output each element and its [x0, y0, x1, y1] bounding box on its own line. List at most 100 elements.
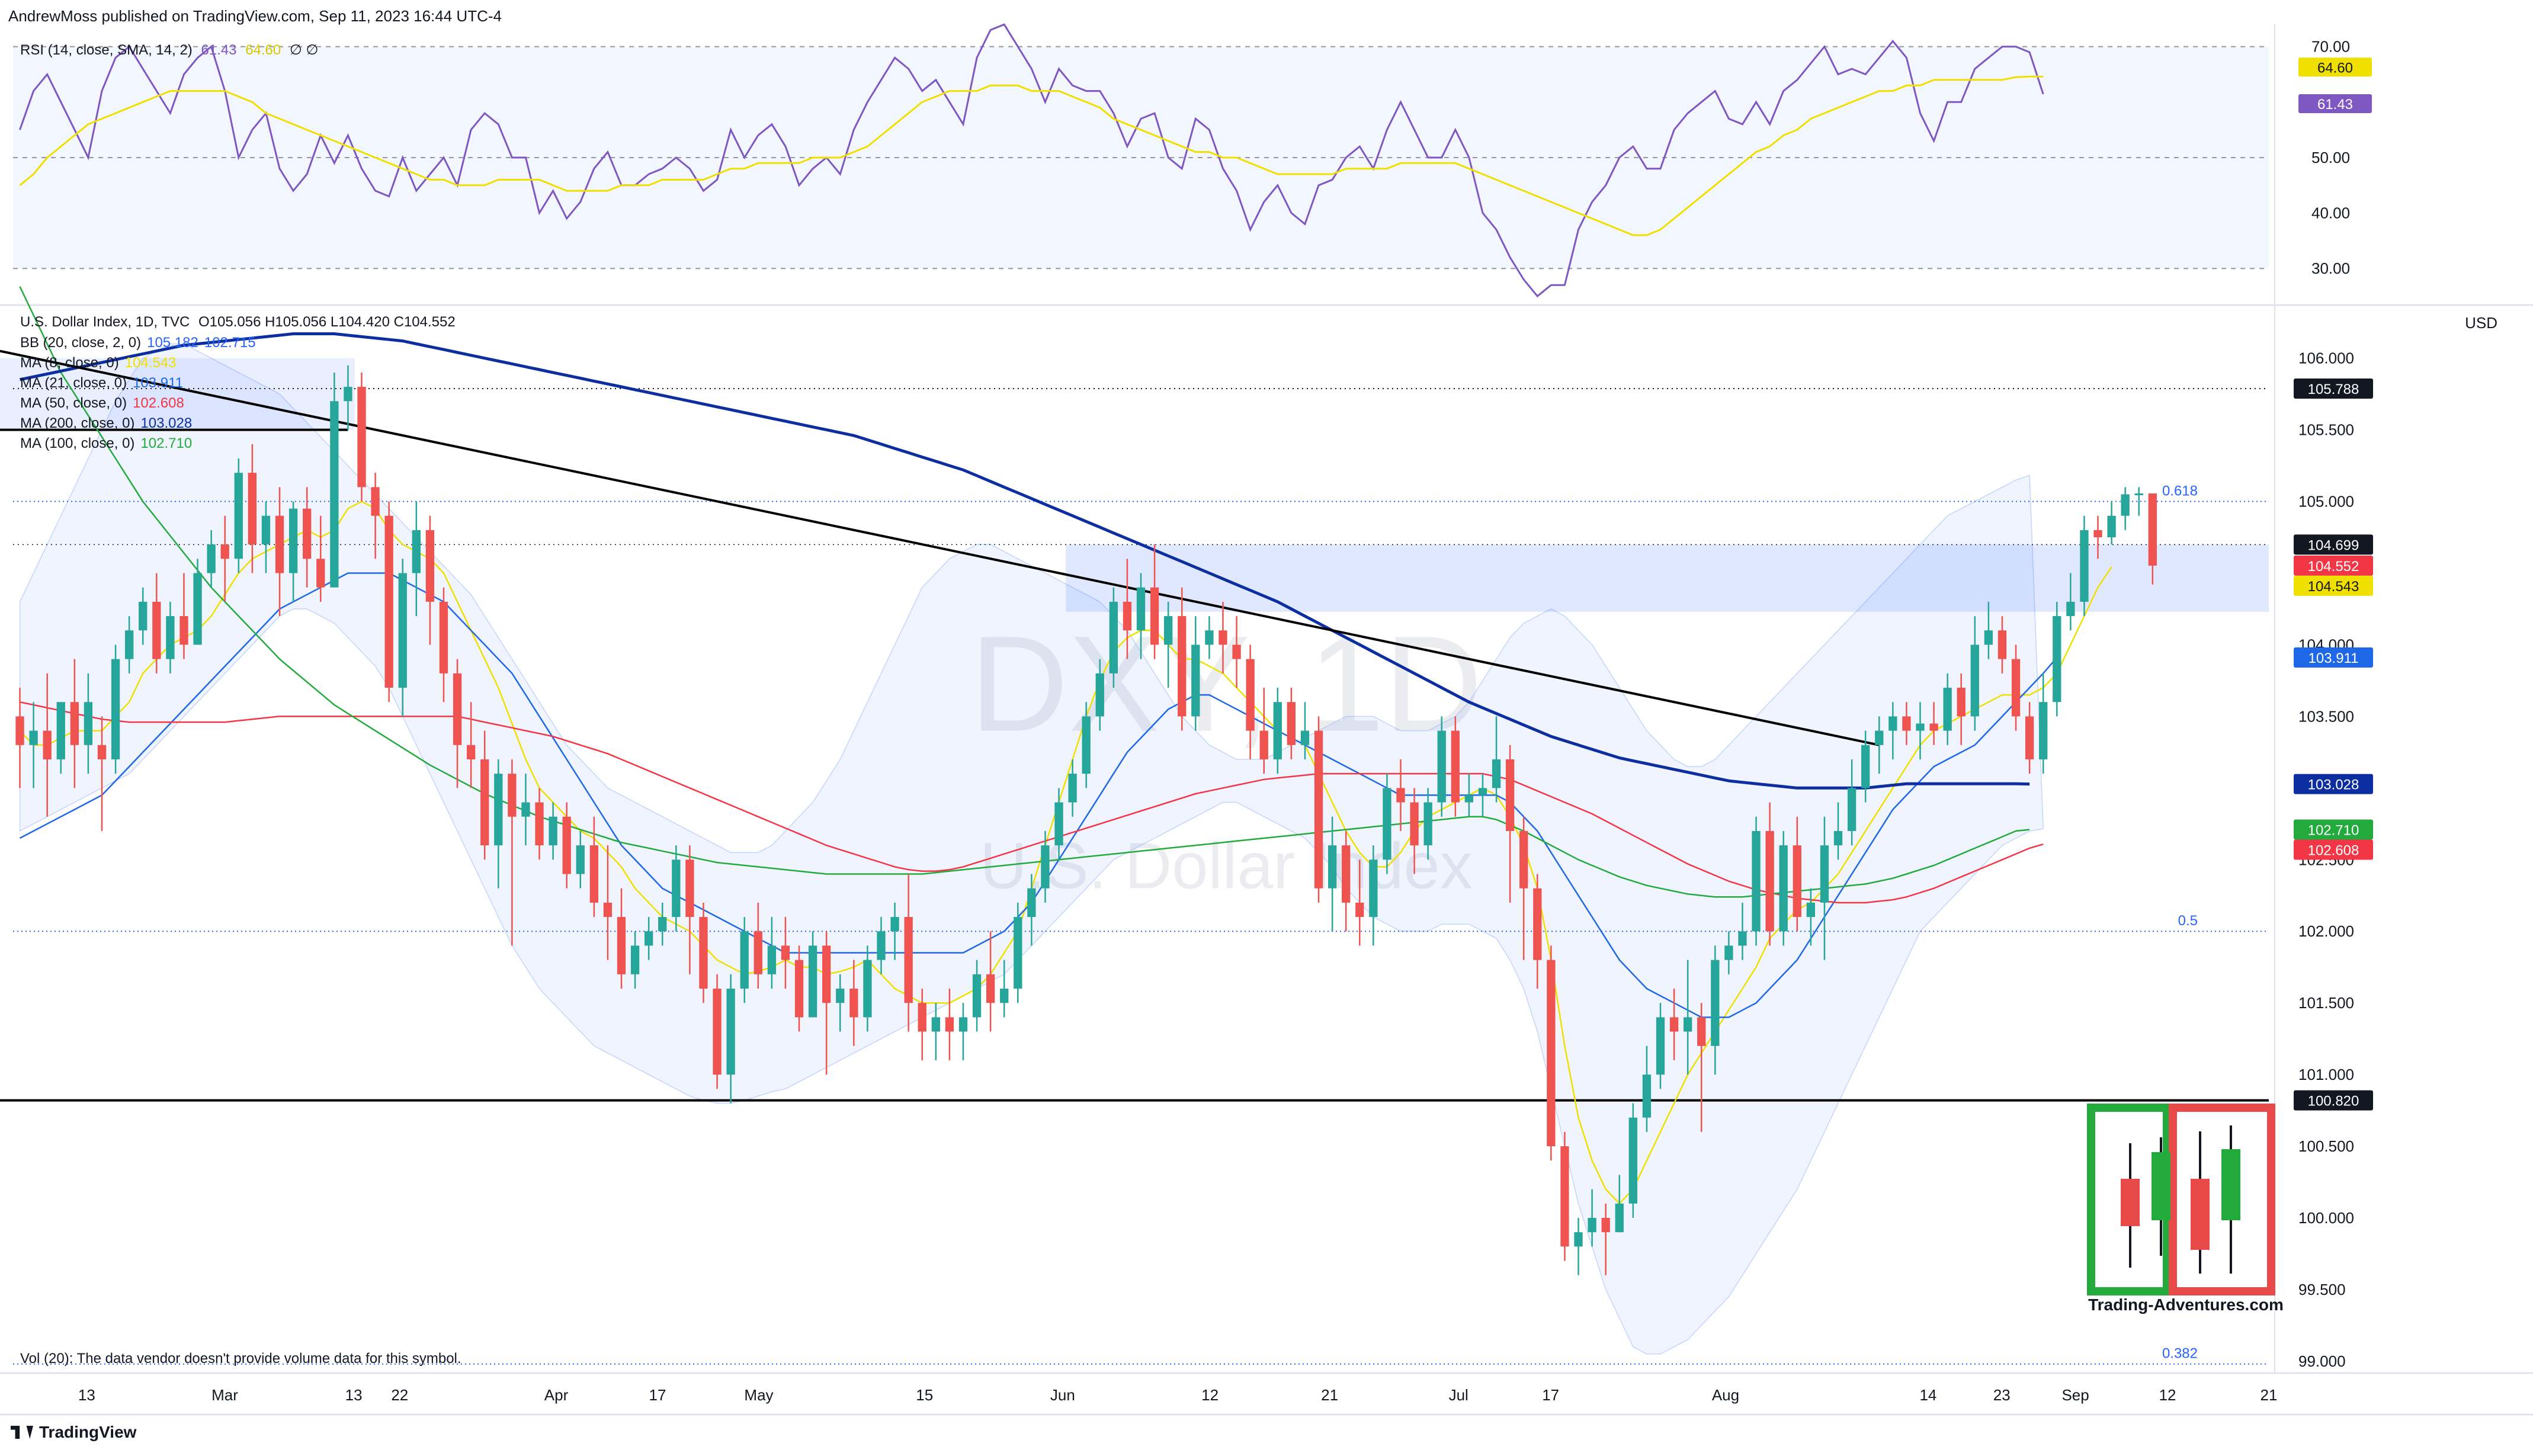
candle	[849, 960, 858, 1046]
candle-body	[1628, 1117, 1637, 1204]
candle-body	[193, 573, 202, 645]
candle	[1533, 874, 1542, 989]
candle-body	[1847, 788, 1857, 831]
candle-body	[863, 960, 872, 1018]
logo-candle-body	[2191, 1179, 2210, 1250]
candle	[412, 501, 421, 617]
candle	[2039, 673, 2048, 774]
candle	[97, 716, 107, 831]
candle-body	[2039, 702, 2048, 759]
candle-body	[2066, 601, 2075, 617]
tradingview-brand-label: TradingView	[39, 1423, 137, 1441]
price-badge-label: 103.911	[2308, 650, 2359, 666]
candle	[890, 902, 899, 960]
price-badge-label: 104.552	[2308, 559, 2359, 575]
candle	[767, 917, 777, 989]
candle	[179, 573, 188, 659]
candle	[1683, 960, 1692, 1075]
candle	[1150, 544, 1159, 659]
candle-body	[645, 931, 653, 946]
rsi-last-value-label: 61.43	[2317, 97, 2353, 113]
candle	[918, 988, 926, 1060]
candle-body	[726, 988, 735, 1075]
price-tick-label: 100.500	[2298, 1137, 2354, 1155]
indicator-legend-value: 102.710	[140, 435, 193, 451]
indicator-legend-label: MA (200, close, 0)	[20, 415, 135, 431]
indicator-legend-row: MA (100, close, 0) 102.710	[20, 435, 192, 452]
candle-body	[2011, 659, 2021, 717]
candle	[1383, 774, 1391, 874]
candle-body	[1902, 716, 1911, 731]
price-badge-label: 104.543	[2308, 579, 2359, 595]
candle-body	[972, 974, 982, 1018]
candle-body	[1957, 688, 1966, 717]
candle	[1902, 702, 1911, 745]
candle	[958, 1003, 968, 1060]
candle	[1396, 759, 1405, 831]
time-tick-label: Aug	[1712, 1386, 1739, 1404]
candle	[740, 917, 749, 1003]
indicator-legend-label: MA (100, close, 0)	[20, 435, 135, 451]
candle	[726, 974, 735, 1104]
candle	[139, 587, 148, 645]
candle	[1669, 988, 1679, 1060]
publisher-header: AndrewMoss published on TradingView.com,…	[8, 7, 502, 25]
candle-body	[1136, 587, 1146, 631]
candle	[248, 444, 257, 573]
candle-body	[1178, 616, 1187, 717]
candle	[1123, 559, 1132, 659]
candle	[562, 802, 571, 889]
tradingview-brand[interactable]: TradingView	[11, 1423, 136, 1442]
candle-body	[877, 931, 886, 960]
indicator-legend-label: MA (50, close, 0)	[20, 395, 127, 411]
candle-body	[29, 730, 38, 745]
logo-red-frame	[2169, 1104, 2275, 1295]
candle-body	[1984, 630, 1993, 645]
candle-body	[1711, 960, 1720, 1046]
candle	[166, 601, 175, 674]
symbol-title: U.S. Dollar Index, 1D, TVC	[20, 314, 190, 330]
candle	[1847, 759, 1857, 846]
candle	[1943, 673, 1952, 745]
candle	[781, 917, 790, 989]
candle-body	[111, 659, 120, 759]
candle	[1628, 1103, 1637, 1218]
candle	[1259, 688, 1268, 774]
time-tick-label: May	[744, 1386, 773, 1404]
candle	[1519, 816, 1528, 960]
indicator-legend-label: MA (21, close, 0)	[20, 375, 127, 391]
candle	[1219, 601, 1227, 674]
indicator-legend-row: MA (200, close, 0) 103.028	[20, 415, 192, 432]
candle	[207, 530, 216, 588]
candle-body	[1014, 917, 1022, 989]
candle-body	[1752, 830, 1761, 932]
logo-candle-body	[2152, 1152, 2170, 1220]
candle	[1697, 1003, 1706, 1132]
candle	[1820, 816, 1829, 960]
candle-body	[1123, 601, 1132, 631]
candle-body	[767, 945, 777, 974]
candle	[1355, 860, 1364, 946]
candle	[425, 515, 435, 645]
rsi-line	[19, 23, 2044, 298]
resistance-zone	[1066, 544, 2269, 612]
candle-body	[179, 616, 188, 645]
symbol-ohlc: O105.056 H105.056 L104.420 C104.552	[198, 314, 456, 330]
candle	[1888, 702, 1897, 759]
candle	[863, 945, 872, 1032]
candle	[1478, 774, 1487, 817]
candle	[1574, 1218, 1583, 1275]
candle-body	[303, 508, 312, 559]
candle-body	[288, 508, 298, 573]
candle	[2053, 601, 2061, 717]
candle-body	[1492, 759, 1501, 788]
candle-body	[672, 860, 681, 918]
candle-body	[549, 816, 557, 846]
candle	[494, 759, 503, 889]
candle	[1041, 830, 1050, 903]
time-tick-label: 14	[1919, 1386, 1936, 1404]
candle	[1588, 1189, 1596, 1247]
candle	[1410, 788, 1419, 874]
candle-body	[1342, 845, 1351, 903]
